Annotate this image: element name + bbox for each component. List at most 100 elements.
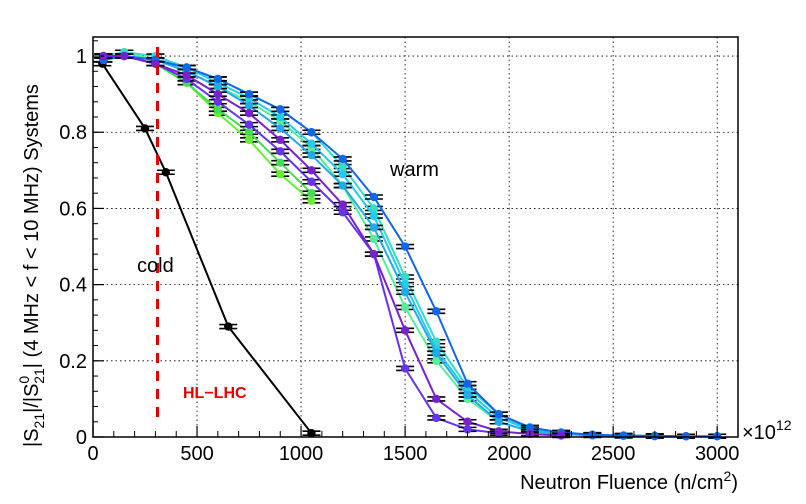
series-warm-7 — [94, 51, 727, 441]
data-point — [338, 169, 347, 179]
data-point — [140, 124, 150, 133]
data-point — [276, 112, 285, 122]
x-tick-label: 2500 — [591, 443, 636, 465]
data-point — [244, 89, 254, 99]
series-layer — [93, 48, 727, 441]
data-point — [432, 356, 441, 366]
data-point — [556, 431, 566, 440]
data-point — [463, 379, 472, 388]
data-point — [244, 128, 254, 137]
data-point — [619, 431, 628, 440]
data-point — [432, 394, 441, 404]
x-multiplier: ×1012 — [742, 417, 792, 444]
data-point — [213, 89, 223, 99]
data-point — [369, 211, 379, 221]
x-tick-label: 2000 — [487, 443, 532, 465]
y-tick-label: 1 — [76, 46, 87, 68]
data-point — [525, 423, 535, 432]
data-point — [244, 101, 254, 110]
series-line — [103, 55, 624, 437]
data-point — [307, 139, 316, 148]
data-point — [400, 326, 410, 335]
series-line — [103, 51, 531, 433]
data-point — [494, 417, 503, 426]
data-point — [369, 234, 379, 244]
data-point — [338, 181, 347, 190]
x-tick-label: 1500 — [383, 443, 428, 465]
data-point — [307, 196, 316, 206]
series-warm-9 — [94, 51, 571, 440]
data-point — [400, 364, 410, 373]
data-point — [432, 413, 441, 423]
data-point — [276, 169, 285, 179]
data-point — [338, 154, 347, 164]
data-point — [400, 303, 410, 312]
data-point — [369, 223, 379, 232]
data-point — [494, 427, 503, 436]
data-point — [276, 124, 285, 133]
data-point — [182, 70, 191, 80]
y-tick-label: 0.8 — [59, 122, 87, 144]
x-tick-label: 1000 — [279, 443, 324, 465]
data-point — [369, 249, 379, 259]
data-point — [463, 417, 472, 426]
series-warm-6 — [94, 51, 695, 441]
data-point — [276, 105, 285, 114]
warm-label: warm — [389, 159, 439, 181]
series-warm-5 — [94, 51, 633, 441]
data-point — [307, 177, 316, 186]
data-point — [307, 128, 316, 137]
data-point — [244, 135, 254, 145]
data-point — [224, 322, 233, 331]
data-point — [432, 307, 441, 316]
data-point — [494, 409, 503, 419]
hl-lhc-label: HL−LHC — [183, 385, 247, 402]
data-point — [213, 74, 223, 84]
data-point — [338, 208, 347, 217]
data-point — [338, 200, 347, 209]
series-warm-4 — [94, 48, 571, 438]
data-point — [213, 82, 223, 91]
data-point — [338, 162, 347, 171]
y-tick-label: 0 — [76, 427, 87, 449]
data-point — [182, 63, 191, 72]
data-point — [120, 51, 129, 61]
data-point — [307, 166, 316, 175]
data-point — [276, 147, 285, 156]
data-point — [400, 288, 410, 297]
grid — [92, 37, 738, 438]
x-tick-label: 0 — [87, 443, 98, 465]
data-point — [276, 135, 285, 145]
data-point — [276, 158, 285, 167]
y-tick-label: 0.2 — [59, 351, 87, 373]
y-tick-label: 0.6 — [59, 198, 87, 220]
data-point — [463, 425, 472, 434]
data-point — [463, 390, 472, 400]
data-point — [244, 108, 254, 118]
data-point — [307, 428, 316, 438]
x-tick-label: 3000 — [695, 443, 740, 465]
y-axis-title: |S21|/|S021| (4 MHz < f < 10 MHz) System… — [16, 84, 47, 447]
data-point — [244, 120, 254, 129]
x-tick-label: 500 — [180, 443, 213, 465]
data-point — [400, 242, 410, 251]
data-point — [369, 204, 379, 213]
ticks: 0 500 1000 1500 2000 2500 3000 0 0.2 0.4 0.6 0.8 1 — [59, 40, 740, 465]
data-point — [369, 192, 379, 202]
series-warm-3 — [94, 48, 539, 436]
cold-label: cold — [137, 255, 174, 277]
data-point — [213, 97, 223, 106]
series-cold — [93, 59, 321, 438]
data-point — [307, 188, 316, 198]
series-line — [103, 51, 562, 435]
data-point — [681, 432, 691, 441]
data-point — [307, 150, 316, 160]
plot-frame — [92, 36, 739, 438]
series-line — [103, 55, 686, 438]
series-line — [103, 55, 562, 437]
x-axis-title: Neutron Fluence (n/cm2) — [520, 468, 738, 494]
data-point — [213, 105, 223, 114]
y-tick-label: 0.4 — [59, 275, 87, 297]
data-point — [161, 168, 171, 177]
